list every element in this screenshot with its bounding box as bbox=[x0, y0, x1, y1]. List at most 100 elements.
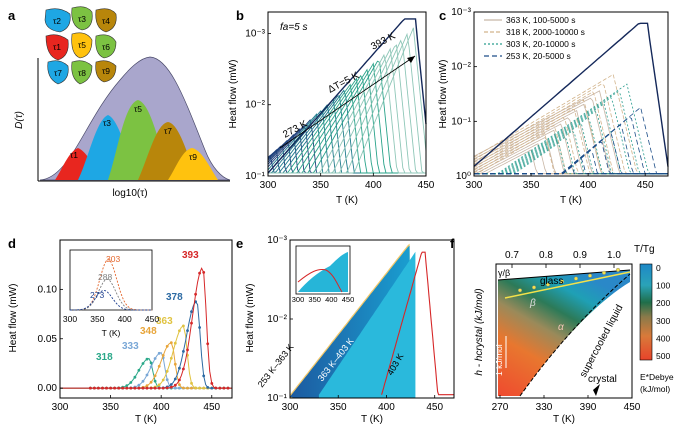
panel-d-data-point bbox=[145, 384, 149, 388]
panel-d-data-point bbox=[173, 362, 177, 366]
panel-d-data-point bbox=[178, 366, 181, 370]
panel-c-curve bbox=[474, 91, 668, 175]
y-tick-label: 0.00 bbox=[38, 383, 58, 394]
x-tick-label: 450 bbox=[624, 402, 641, 413]
legend-label: 363 K, 100-5000 s bbox=[506, 15, 575, 25]
panel-b-frame bbox=[267, 11, 427, 177]
panel-d-data-point bbox=[182, 367, 185, 371]
panel-e-inset-fill bbox=[298, 252, 348, 292]
x-tick-label: 400 bbox=[365, 180, 382, 191]
panel-c-ylabel: Heat flow (mW) bbox=[438, 60, 449, 129]
panel-d-data-point bbox=[178, 386, 181, 390]
y-tick-label: 10⁻³ bbox=[245, 28, 265, 39]
panel-c-curve bbox=[473, 91, 668, 175]
inset-label-288: 288 bbox=[98, 272, 112, 282]
glass-line bbox=[497, 269, 631, 281]
panel-d-data-point bbox=[137, 368, 141, 372]
panel-d-data-point bbox=[145, 386, 149, 390]
panel-d-data-point bbox=[169, 385, 173, 389]
panel-d-data-point bbox=[202, 271, 206, 274]
panel-b-y-ticks: 10⁻¹ 10⁻² 10⁻³ bbox=[245, 28, 271, 182]
panel-f-data-points bbox=[518, 267, 621, 293]
panel-e-x-ticks: 300 350 400 450 bbox=[282, 395, 443, 413]
panel-f-frame bbox=[495, 263, 633, 399]
top-tick-label: 0.8 bbox=[539, 250, 553, 261]
panel-f-energy-landscape bbox=[498, 270, 630, 396]
panel-e-inset-x-ticks: 300 350 400 450 bbox=[292, 295, 355, 304]
panel-b-arrowhead bbox=[407, 56, 415, 63]
panel-d-y-ticks: 0.00 0.05 0.10 bbox=[38, 284, 63, 394]
panel-b-fa-annotation: fa=5 s bbox=[280, 22, 308, 33]
panel-d-data-point bbox=[173, 377, 177, 381]
panel-d-data-point bbox=[153, 386, 157, 390]
panel-d-data-point bbox=[145, 373, 149, 377]
panel-d-data-point bbox=[101, 386, 104, 390]
x-tick-label: 300 bbox=[466, 180, 483, 191]
panel-e-y-ticks: 10⁻¹ 10⁻² 10⁻³ bbox=[267, 235, 293, 404]
panel-a: a τ1 τ3 τ5 τ7 τ9 D(τ) log10(τ) τ2 τ3 τ4 bbox=[8, 6, 231, 199]
panel-d-data-point bbox=[165, 386, 169, 390]
panel-c-curve bbox=[474, 97, 668, 175]
panel-d-data-point bbox=[133, 386, 137, 390]
panel-label-e: e bbox=[236, 236, 243, 251]
panel-d-data-point bbox=[149, 365, 153, 369]
top-tick-label: 0.9 bbox=[573, 250, 587, 261]
y-tick-label: 10⁰ bbox=[456, 171, 471, 182]
panel-c-frame bbox=[473, 11, 669, 177]
top-tick-label: 1.0 bbox=[607, 250, 621, 261]
y-tick-label: 10⁻² bbox=[267, 314, 287, 325]
panel-d-data-point bbox=[190, 321, 193, 325]
panel-c-curve bbox=[473, 83, 668, 175]
x-tick-label: 330 bbox=[536, 402, 553, 413]
tau1-blob bbox=[45, 34, 69, 61]
panel-e-area bbox=[290, 243, 454, 398]
panel-f-data-point bbox=[532, 285, 537, 290]
panel-f-data-point bbox=[518, 288, 523, 293]
inset-x-tick-label: 400 bbox=[118, 314, 132, 324]
panel-d-data-point bbox=[173, 386, 177, 390]
tau7-blob bbox=[47, 60, 69, 85]
panel-d-data-point bbox=[161, 354, 165, 357]
alpha-label: α bbox=[558, 322, 564, 333]
panel-d-data-point bbox=[125, 386, 129, 390]
panel-d-series-label: 393 bbox=[182, 250, 199, 261]
inset-x-tick-label: 300 bbox=[292, 295, 305, 304]
panel-f-top-ticks: 0.7 0.8 0.9 1.0 bbox=[505, 250, 621, 268]
panel-d-data-point bbox=[153, 379, 157, 383]
tau2-blob bbox=[44, 8, 71, 33]
panel-d-series-label: 363 bbox=[156, 316, 173, 327]
inset-x-tick-label: 300 bbox=[63, 314, 77, 324]
region-label-tau3: τ3 bbox=[103, 118, 111, 128]
panel-f-x-ticks: 270 330 390 450 bbox=[492, 395, 641, 413]
y-tick-label: 10⁻² bbox=[245, 100, 265, 111]
panel-d-data-point bbox=[117, 386, 121, 390]
panel-d-data-point bbox=[157, 351, 161, 355]
panel-d-data-point bbox=[198, 271, 202, 275]
panel-d-data-point bbox=[133, 375, 137, 379]
panel-b-xlabel: T (K) bbox=[336, 195, 358, 206]
panel-d-data-point bbox=[206, 386, 210, 389]
panel-d-data-point bbox=[182, 386, 185, 390]
panel-d-series-label: 318 bbox=[96, 352, 113, 363]
panel-c-curve bbox=[473, 90, 668, 175]
x-tick-label: 350 bbox=[523, 180, 540, 191]
tau9-blob bbox=[95, 60, 117, 83]
tau-label-6: τ6 bbox=[102, 42, 110, 52]
panel-label-d: d bbox=[8, 236, 16, 251]
panel-d-data-point bbox=[218, 386, 222, 390]
colorbar-tick-label: 300 bbox=[656, 316, 670, 326]
panel-d-data-point bbox=[157, 386, 161, 390]
panel-d-data-point bbox=[141, 379, 145, 383]
panel-d-data-point bbox=[182, 350, 185, 353]
panel-b-trend-arrow bbox=[279, 55, 416, 149]
panel-d-inset-xlabel: T (K) bbox=[102, 328, 121, 338]
panel-d-data-point bbox=[210, 386, 214, 390]
tau3-blob bbox=[71, 6, 93, 31]
x-tick-label: 450 bbox=[426, 402, 443, 413]
panel-f-data-point bbox=[560, 279, 565, 284]
x-tick-label: 450 bbox=[418, 180, 435, 191]
crystal-arrow bbox=[593, 384, 600, 396]
panel-f-data-point bbox=[546, 282, 551, 287]
region-label-tau9: τ9 bbox=[189, 152, 197, 162]
